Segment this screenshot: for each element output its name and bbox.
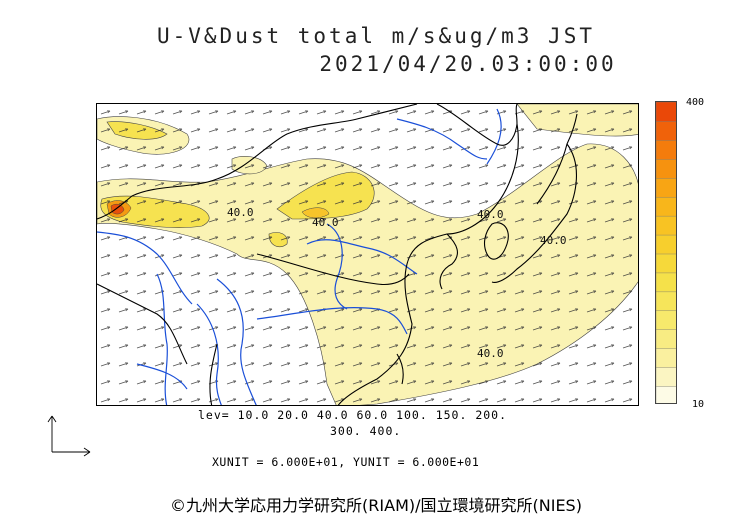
vector-units: XUNIT = 6.000E+01, YUNIT = 6.000E+01 (212, 455, 480, 469)
contour-label: 40.0 (312, 216, 339, 229)
map-canvas: 40.0 40.0 40.0 40.0 40.0 (97, 104, 638, 405)
coastlines-borders (97, 104, 578, 405)
contour-labels: 40.0 40.0 40.0 40.0 40.0 (227, 206, 567, 360)
color-bar-swatch (656, 120, 676, 141)
contour-levels-line1: lev= 10.0 20.0 40.0 60.0 100. 150. 200. (198, 408, 508, 422)
color-bar-swatch (656, 385, 676, 403)
color-bar-swatch (656, 329, 676, 349)
color-bar-swatch (656, 196, 676, 217)
contour-label: 40.0 (477, 347, 504, 360)
color-bar-swatch (656, 139, 676, 160)
color-bar-swatch (656, 366, 676, 387)
color-bar-swatch (656, 177, 676, 198)
color-bar-swatch (656, 253, 676, 274)
color-bar-swatch (656, 347, 676, 368)
color-bar-swatch (656, 158, 676, 179)
copyright-credit: ©九州大学応用力学研究所(RIAM)/国立環境研究所(NIES) (170, 496, 582, 515)
color-bar-max-label: 400 (686, 97, 705, 108)
color-bar (655, 101, 677, 404)
color-bar-swatch (656, 215, 676, 236)
map-title: U-V&Dust total m/s&ug/m3 JST (156, 24, 595, 48)
wind-vectors (97, 104, 638, 405)
rivers (97, 108, 502, 405)
reference-vector-icon (47, 415, 91, 457)
color-bar-swatch (656, 272, 676, 293)
dust-map: 40.0 40.0 40.0 40.0 40.0 (96, 103, 639, 406)
contour-levels-line2: 300. 400. (330, 424, 402, 438)
color-bar-swatch (656, 310, 676, 330)
color-bar-min-label: 10 (692, 399, 705, 410)
map-datetime: 2021/04/20.03:00:00 (319, 52, 617, 76)
color-bar-swatches (656, 102, 676, 403)
contour-label: 40.0 (227, 206, 254, 219)
contour-label: 40.0 (477, 208, 504, 221)
contour-label: 40.0 (540, 234, 567, 247)
color-bar-swatch (656, 234, 676, 255)
color-bar-swatch (656, 291, 676, 312)
color-bar-swatch (656, 102, 676, 122)
